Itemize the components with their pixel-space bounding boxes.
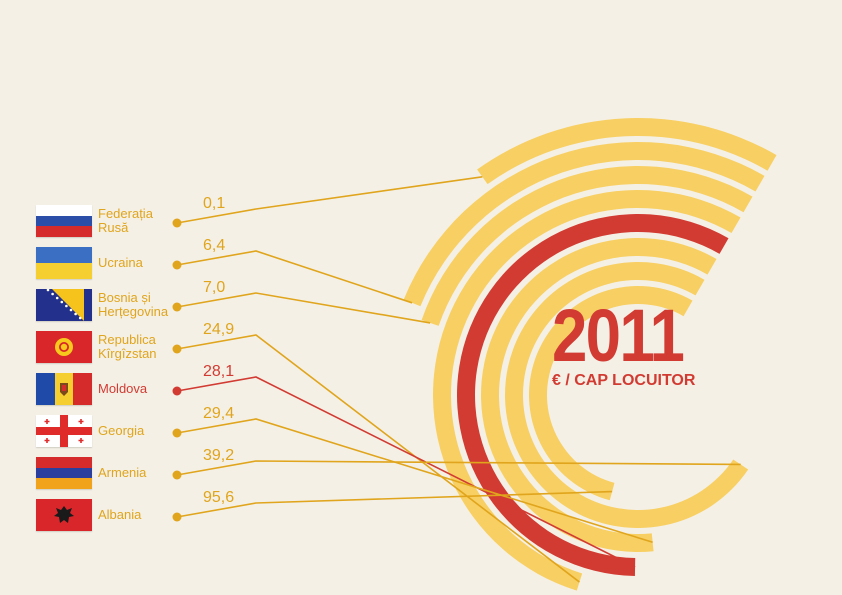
country-name-line: Moldova [98,381,148,396]
value-label: 7,0 [203,279,226,296]
value-label: 24,9 [203,321,235,338]
connector-dot-1 [172,260,182,270]
connector-dot-3 [172,344,182,354]
country-name: Ucraina [98,256,188,270]
country-name: Moldova [98,382,188,396]
country-name-line: Rusă [98,220,129,235]
connector-3 [176,334,580,583]
connector-dot-6 [172,470,182,480]
connector-1 [176,250,413,304]
country-name: Georgia [98,424,188,438]
value-label: 28,1 [203,363,235,380]
connector-5 [176,418,653,544]
bar-0 [477,117,777,185]
ukraine-flag-icon [36,247,92,279]
bar-2 [421,166,753,326]
georgia-flag-icon [36,415,92,447]
country-name-line: Albania [98,507,142,522]
country-name: Bosnia și Herțegovina [98,291,188,319]
unit-label: € / CAP LOCUITOR [552,372,696,389]
country-name-line: Federația [98,206,153,221]
bar-7 [529,286,693,501]
moldova-flag-icon [36,373,92,405]
value-label: 95,6 [203,489,235,506]
country-name: Republica Kîrgîzstan [98,333,188,361]
bar-1 [403,142,765,307]
connector-4 [176,376,636,568]
connector-2 [176,292,431,324]
connector-dot-0 [172,218,182,228]
country-name-line: Kîrgîzstan [98,346,157,361]
connector-dot-7 [172,512,182,522]
country-name: Federația Rusă [98,207,188,235]
connector-dot-4 [172,386,182,396]
year-title: 2011 [552,294,685,377]
russia-flag-icon [36,205,92,237]
connector-7 [176,490,613,518]
connector-dot-5 [172,428,182,438]
country-name-line: Republica [98,332,156,347]
armenia-flag-icon [36,457,92,489]
connector-0 [176,176,483,224]
value-label: 0,1 [203,195,226,212]
value-label: 6,4 [203,237,226,254]
country-name-line: Armenia [98,465,147,480]
bosnia-flag-icon [36,289,92,321]
country-name: Armenia [98,466,188,480]
country-name-line: Bosnia și [98,290,151,305]
country-name-line: Herțegovina [98,304,169,319]
kyrgyzstan-flag-icon [36,331,92,363]
country-name: Albania [98,508,188,522]
chart-connectors [172,176,741,583]
connector-dot-2 [172,302,182,312]
chart-arcs [403,117,777,591]
country-name-line: Ucraina [98,255,143,270]
value-label: 39,2 [203,447,235,464]
value-label: 29,4 [203,405,235,422]
connector-6 [176,460,741,476]
country-name-line: Georgia [98,423,145,438]
albania-flag-icon [36,499,92,531]
